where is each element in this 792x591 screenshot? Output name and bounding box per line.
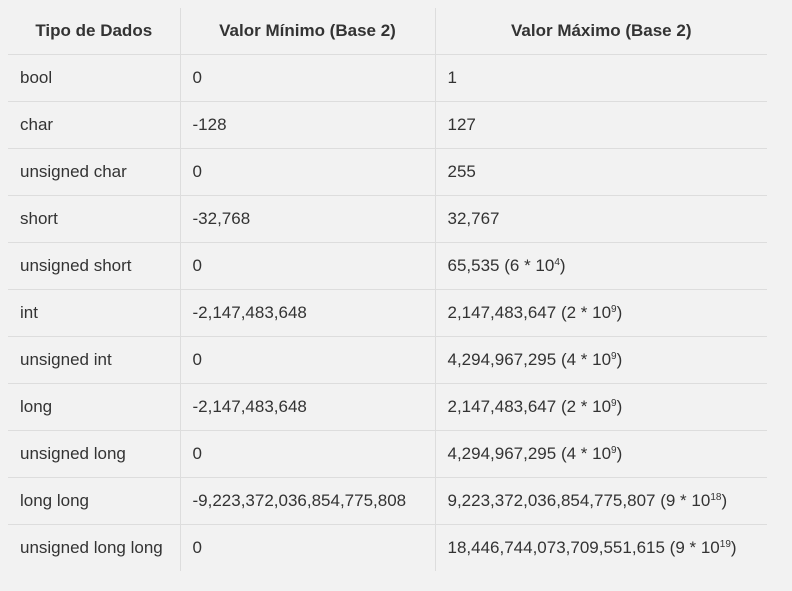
- max-value-exponent: 9: [611, 398, 617, 409]
- max-value-exponent: 9: [611, 445, 617, 456]
- max-value-close-paren: ): [721, 491, 728, 510]
- table-row: unsigned int 0 4,294,967,295 (4 * 109): [8, 336, 767, 384]
- cell-data-type: char: [8, 101, 180, 149]
- cell-max-value: 2,147,483,647 (2 * 109): [434, 289, 767, 337]
- max-value-close-paren: ): [730, 538, 737, 557]
- cell-min-value: -2,147,483,648: [179, 383, 435, 431]
- max-value-scientific: (9 * 10: [669, 538, 720, 557]
- cell-min-value: -2,147,483,648: [179, 289, 435, 337]
- table-row: unsigned long 0 4,294,967,295 (4 * 109): [8, 430, 767, 478]
- cell-max-value: 1: [434, 54, 767, 102]
- cell-min-value: -32,768: [179, 195, 435, 243]
- cell-data-type: unsigned long long: [20, 538, 163, 557]
- max-value-exponent: 9: [611, 304, 617, 315]
- cell-data-type: short: [8, 195, 180, 243]
- max-value-number: 32,767: [447, 209, 500, 228]
- cell-max-value: 4,294,967,295 (4 * 109): [434, 336, 767, 384]
- table-row: long -2,147,483,648 2,147,483,647 (2 * 109…: [8, 383, 767, 431]
- max-value-number: 2,147,483,647: [447, 397, 557, 416]
- max-value-scientific: (6 * 10: [504, 256, 555, 275]
- table-row: int -2,147,483,648 2,147,483,647 (2 * 109): [8, 289, 767, 337]
- cell-max-value: 127: [434, 101, 767, 149]
- table-row: unsigned long long 0 18,446,744,073,709,55…: [8, 524, 767, 571]
- max-value-scientific: (2 * 10: [560, 397, 612, 416]
- max-value-number: 127: [447, 115, 476, 134]
- cell-min-value: 0: [179, 336, 435, 384]
- max-value-number: 255: [447, 162, 476, 181]
- max-value-close-paren: ): [616, 397, 623, 416]
- max-value-scientific: (2 * 10: [560, 303, 612, 322]
- cell-min-value: -9,223,372,036,854,775,808: [179, 477, 435, 525]
- cell-min-value: 0: [179, 54, 435, 102]
- max-value-close-paren: ): [616, 444, 623, 463]
- cell-data-type: long long: [8, 477, 180, 525]
- cell-min-value: 0: [179, 524, 435, 571]
- max-value-close-paren: ): [616, 303, 623, 322]
- cell-min-value: 0: [179, 242, 435, 290]
- header-min-value: Valor Mínimo (Base 2): [179, 8, 435, 55]
- max-value-number: 18,446,744,073,709,551,615: [447, 538, 665, 557]
- cell-data-type: unsigned int: [8, 336, 180, 384]
- cell-min-value: 0: [179, 430, 435, 478]
- cell-min-value: -128: [179, 101, 435, 149]
- max-value-close-paren: ): [559, 256, 566, 275]
- table-row: unsigned char 0 255: [8, 148, 767, 196]
- cell-max-value: 65,535 (6 * 104): [434, 242, 767, 290]
- max-value-scientific: (4 * 10: [560, 350, 612, 369]
- max-value-number: 65,535: [447, 256, 500, 275]
- max-value-number: 4,294,967,295: [447, 444, 557, 463]
- data-types-table-container: Tipo de Dados Valor Mínimo (Base 2) Valo…: [8, 8, 767, 571]
- max-value-number: 1: [447, 68, 457, 87]
- table-row: unsigned short 0 65,535 (6 * 104): [8, 242, 767, 290]
- table-body: bool 0 1 char -128 127 unsigned char 0 255 short -…: [8, 54, 767, 571]
- header-max-value: Valor Máximo (Base 2): [434, 8, 767, 55]
- cell-max-value: 255: [434, 148, 767, 196]
- max-value-number: 4,294,967,295: [447, 350, 557, 369]
- table-row: short -32,768 32,767: [8, 195, 767, 243]
- cell-data-type: long: [8, 383, 180, 431]
- cell-max-value: 2,147,483,647 (2 * 109): [434, 383, 767, 431]
- cell-max-value: 9,223,372,036,854,775,807 (9 * 1018): [434, 477, 767, 525]
- cell-max-value: 18,446,744,073,709,551,615 (9 * 1019): [434, 524, 767, 571]
- table-row: char -128 127: [8, 101, 767, 149]
- cell-data-type: unsigned short: [8, 242, 180, 290]
- cell-data-type: unsigned char: [8, 148, 180, 196]
- max-value-close-paren: ): [616, 350, 623, 369]
- max-value-number: 2,147,483,647: [447, 303, 557, 322]
- max-value-exponent: 19: [719, 539, 731, 550]
- cell-max-value: 4,294,967,295 (4 * 109): [434, 430, 767, 478]
- cell-data-type: bool: [8, 54, 180, 102]
- cell-data-type: int: [8, 289, 180, 337]
- table-row: bool 0 1: [8, 54, 767, 102]
- max-value-exponent: 9: [611, 351, 617, 362]
- cell-data-type: unsigned long: [8, 430, 180, 478]
- max-value-exponent: 4: [554, 257, 560, 268]
- header-data-type: Tipo de Dados: [8, 8, 180, 55]
- table-row: long long -9,223,372,036,854,775,808 9,223…: [8, 477, 767, 525]
- max-value-exponent: 18: [710, 492, 722, 503]
- cell-min-value: 0: [179, 148, 435, 196]
- cell-max-value: 32,767: [434, 195, 767, 243]
- max-value-number: 9,223,372,036,854,775,807: [447, 491, 656, 510]
- max-value-scientific: (4 * 10: [560, 444, 612, 463]
- table-header-row: Tipo de Dados Valor Mínimo (Base 2) Valo…: [8, 8, 767, 55]
- max-value-scientific: (9 * 10: [660, 491, 711, 510]
- data-types-table: Tipo de Dados Valor Mínimo (Base 2) Valo…: [8, 8, 767, 571]
